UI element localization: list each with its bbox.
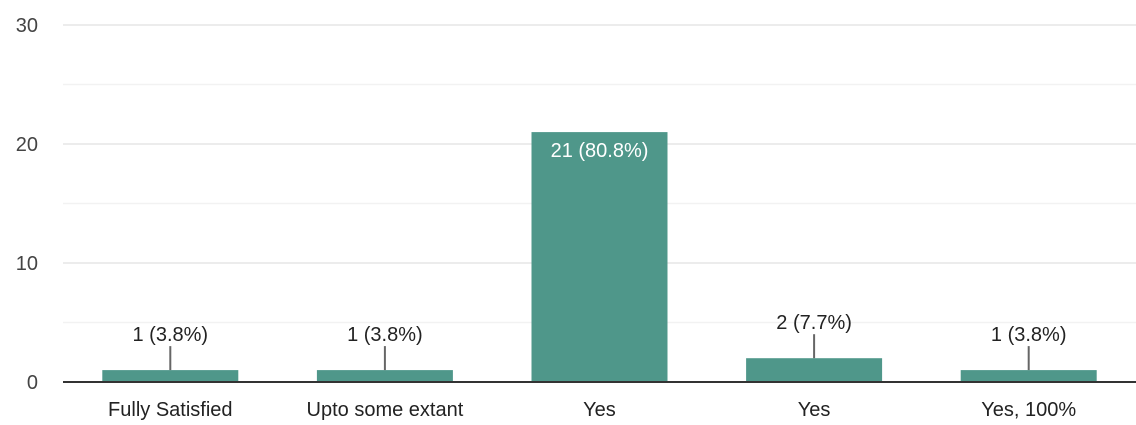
x-category-label: Yes	[583, 399, 616, 421]
x-category-label: Yes	[798, 399, 831, 421]
x-category-label: Fully Satisfied	[108, 399, 233, 421]
bar	[746, 358, 883, 382]
x-category-label: Yes, 100%	[981, 399, 1076, 421]
data-label: 21 (80.8%)	[551, 140, 649, 162]
data-labels: 1 (3.8%) 1 (3.8%) 21 (80.8%) 2 (7.7%) 1 (3.8…	[133, 140, 1067, 346]
data-label: 1 (3.8%)	[991, 324, 1067, 346]
bars	[102, 132, 1097, 382]
x-axis-category-labels: Fully Satisfied Upto some extant Yes Yes Yes…	[108, 399, 1076, 421]
y-tick-label: 10	[16, 253, 38, 275]
x-category-label: Upto some extant	[307, 399, 464, 421]
bar	[960, 370, 1097, 382]
data-label: 2 (7.7%)	[776, 312, 852, 334]
data-label: 1 (3.8%)	[133, 324, 209, 346]
data-label: 1 (3.8%)	[347, 324, 423, 346]
bar	[531, 132, 668, 382]
bar	[316, 370, 453, 382]
y-tick-label: 30	[16, 15, 38, 37]
y-tick-label: 0	[27, 372, 38, 394]
y-axis-tick-labels: 0 10 20 30	[16, 15, 38, 394]
y-tick-label: 20	[16, 134, 38, 156]
data-label-callouts	[169, 334, 1030, 371]
bar	[102, 370, 239, 382]
